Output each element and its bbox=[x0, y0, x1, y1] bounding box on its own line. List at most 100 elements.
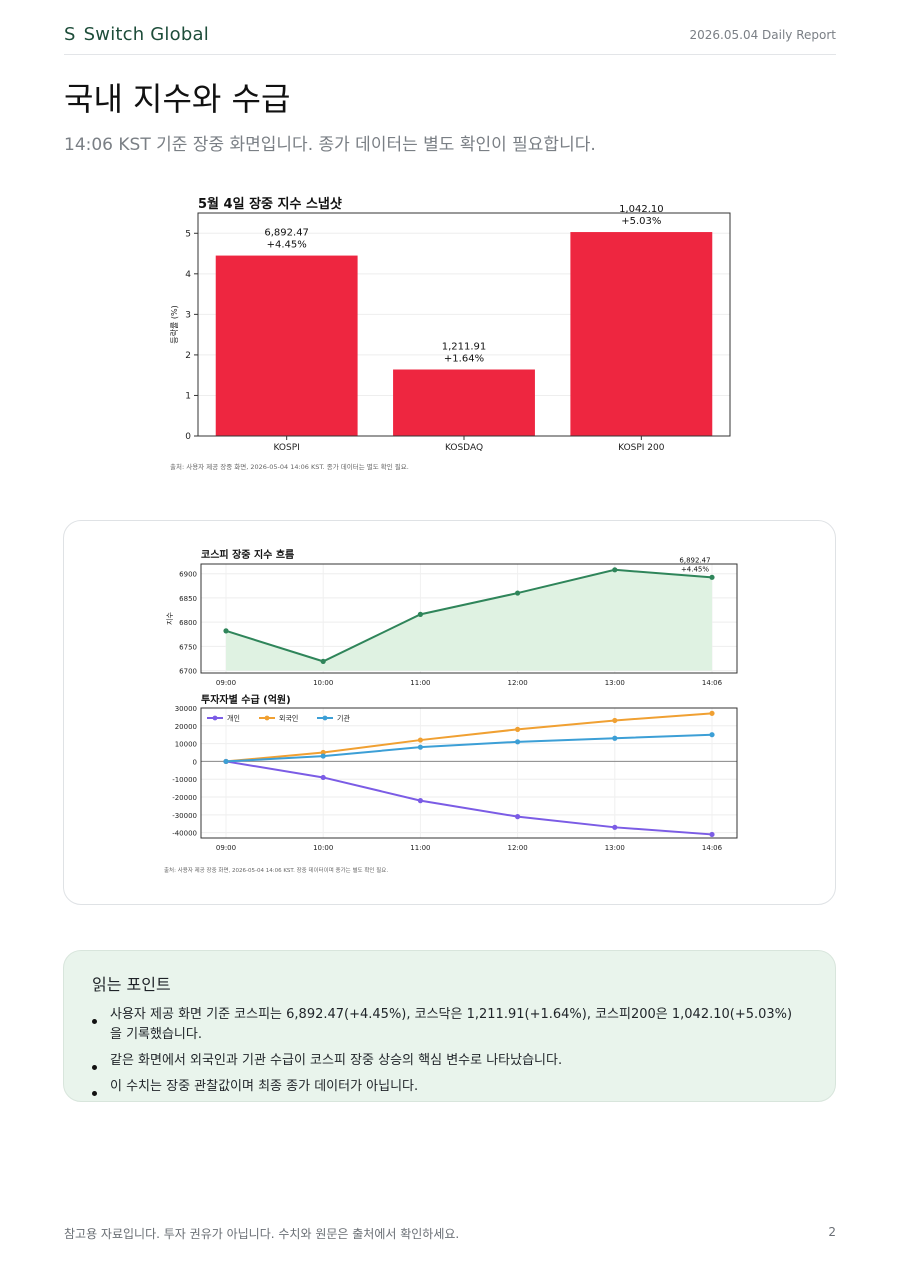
x-tick-label: 11:00 bbox=[410, 844, 430, 852]
last-value-label: 6,892.47 bbox=[679, 556, 710, 564]
reading-points-list: 사용자 제공 화면 기준 코스피는 6,892.47(+4.45%), 코스닥은… bbox=[86, 1005, 796, 1103]
bar-change-label: +5.03% bbox=[621, 216, 661, 227]
y-tick-label: -30000 bbox=[172, 812, 197, 820]
y-tick-label: 20000 bbox=[175, 723, 197, 731]
x-tick-label: 12:00 bbox=[508, 844, 528, 852]
bar-value-label: 6,892.47 bbox=[264, 228, 309, 239]
data-point bbox=[709, 831, 715, 838]
report-date: 2026.05.04 Daily Report bbox=[689, 28, 836, 42]
brand-logo: S Switch Global bbox=[64, 24, 209, 45]
legend-label: 외국인 bbox=[279, 714, 298, 723]
x-tick-label: 12:00 bbox=[508, 679, 528, 687]
data-point bbox=[515, 739, 521, 745]
legend-marker bbox=[212, 715, 218, 721]
chart-source: 출처: 사용자 제공 장중 화면, 2026-05-04 14:06 KST. … bbox=[164, 866, 388, 874]
y-tick-label: 6850 bbox=[179, 595, 197, 603]
data-point bbox=[320, 774, 326, 781]
bar bbox=[215, 255, 358, 436]
bar bbox=[393, 369, 535, 436]
y-tick-label: 0 bbox=[193, 758, 197, 766]
y-tick-label: 5 bbox=[185, 229, 191, 239]
reading-point-item: 사용자 제공 화면 기준 코스피는 6,892.47(+4.45%), 코스닥은… bbox=[86, 1005, 796, 1045]
legend-label: 개인 bbox=[227, 714, 240, 723]
data-point bbox=[320, 749, 326, 756]
data-point bbox=[417, 737, 423, 743]
x-tick-label: KOSPI bbox=[274, 443, 300, 453]
y-tick-label: 10000 bbox=[175, 741, 197, 749]
y-tick-label: 0 bbox=[185, 432, 191, 442]
reading-point-item: 같은 화면에서 외국인과 기관 수급이 코스피 장중 상승의 핵심 변수로 나타… bbox=[86, 1051, 796, 1071]
chart-title: 투자자별 수급 (억원) bbox=[201, 693, 291, 706]
plot-frame bbox=[197, 212, 731, 437]
plot-frame bbox=[200, 563, 738, 674]
reading-point-item: 이 수치는 장중 관찰값이며 최종 종가 데이터가 아닙니다. bbox=[86, 1077, 796, 1097]
bar-change-label: +1.64% bbox=[444, 354, 484, 365]
x-tick-label: 14:06 bbox=[702, 844, 723, 852]
data-point bbox=[709, 574, 715, 580]
plot-frame bbox=[200, 707, 738, 839]
x-tick-label: 10:00 bbox=[313, 844, 333, 852]
x-tick-label: KOSPI 200 bbox=[618, 443, 665, 453]
data-point bbox=[515, 590, 521, 596]
legend-marker bbox=[322, 715, 328, 721]
data-point bbox=[612, 824, 618, 830]
y-tick-label: -20000 bbox=[172, 794, 197, 802]
x-tick-label: 10:00 bbox=[313, 679, 333, 687]
page-subtitle: 14:06 KST 기준 장중 화면입니다. 종가 데이터는 별도 확인이 필요… bbox=[64, 135, 596, 155]
y-tick-label: 30000 bbox=[175, 705, 197, 713]
brand-name: Switch Global bbox=[83, 24, 209, 45]
page-title: 국내 지수와 수급 bbox=[64, 80, 291, 118]
page-number: 2 bbox=[828, 1225, 836, 1239]
area-fill bbox=[226, 569, 712, 671]
y-tick-label: 3 bbox=[185, 310, 191, 320]
data-point bbox=[515, 814, 521, 820]
x-tick-label: 09:00 bbox=[216, 844, 236, 852]
series-line bbox=[225, 733, 713, 763]
data-point bbox=[320, 658, 326, 664]
kospi-flow-card: 코스피 장중 지수 흐름 6700 6750 6800 6850 6900 09:00 10:… bbox=[63, 520, 836, 905]
kospi-intraday-and-flow-charts: 코스피 장중 지수 흐름 6700 6750 6800 6850 6900 09:00 10:… bbox=[164, 548, 738, 874]
series-line bbox=[225, 760, 713, 836]
y-tick-label: 1 bbox=[185, 391, 191, 401]
data-point bbox=[417, 611, 423, 617]
reading-points-title: 읽는 포인트 bbox=[92, 975, 171, 994]
data-point bbox=[612, 717, 618, 724]
y-tick-label: -10000 bbox=[172, 776, 197, 784]
chart-title: 코스피 장중 지수 흐름 bbox=[201, 548, 294, 561]
x-tick-label: 13:00 bbox=[605, 844, 625, 852]
x-tick-label: KOSDAQ bbox=[445, 443, 483, 453]
x-tick-label: 09:00 bbox=[216, 679, 236, 687]
footer-disclaimer: 참고용 자료입니다. 투자 권유가 아닙니다. 수치와 원문은 출처에서 확인하… bbox=[64, 1227, 460, 1241]
reading-points-box: 읽는 포인트 사용자 제공 화면 기준 코스피는 6,892.47(+4.45%… bbox=[63, 950, 836, 1102]
page-header: S Switch Global 2026.05.04 Daily Report bbox=[64, 22, 836, 55]
y-tick-label: 6900 bbox=[179, 571, 197, 579]
bar-value-label: 1,211.91 bbox=[442, 342, 487, 353]
series-line bbox=[225, 568, 713, 663]
chart-source: 출처: 사용자 제공 장중 화면, 2026-05-04 14:06 KST. … bbox=[170, 462, 409, 471]
y-axis-label: 등락률 (%) bbox=[169, 305, 179, 343]
data-point bbox=[709, 710, 715, 716]
data-point bbox=[320, 753, 326, 759]
brand-mark: S bbox=[64, 24, 76, 45]
data-point bbox=[417, 798, 423, 804]
data-point bbox=[223, 758, 229, 765]
y-tick-label: -40000 bbox=[172, 830, 197, 838]
chart-title: 5월 4일 장중 지수 스냅샷 bbox=[198, 196, 342, 212]
y-tick-label: 6750 bbox=[179, 643, 197, 651]
y-axis-label: 지수 bbox=[165, 612, 174, 625]
x-tick-label: 13:00 bbox=[605, 679, 625, 687]
x-tick-label: 11:00 bbox=[410, 679, 430, 687]
x-tick-label: 14:06 bbox=[702, 679, 723, 687]
data-point bbox=[417, 744, 423, 750]
data-point bbox=[612, 735, 618, 741]
bar bbox=[570, 232, 713, 436]
legend-marker bbox=[264, 715, 270, 721]
y-tick-label: 6700 bbox=[179, 668, 197, 676]
data-point bbox=[612, 567, 618, 573]
y-tick-label: 6800 bbox=[179, 619, 197, 627]
data-point bbox=[515, 726, 521, 732]
index-snapshot-chart: 5월 4일 장중 지수 스냅샷 0 1 2 3 4 5 등락률 (%) 6,892.47+4.4… bbox=[169, 196, 731, 471]
series-line bbox=[225, 712, 713, 763]
legend-label: 기관 bbox=[337, 714, 350, 723]
y-tick-label: 4 bbox=[185, 270, 191, 280]
